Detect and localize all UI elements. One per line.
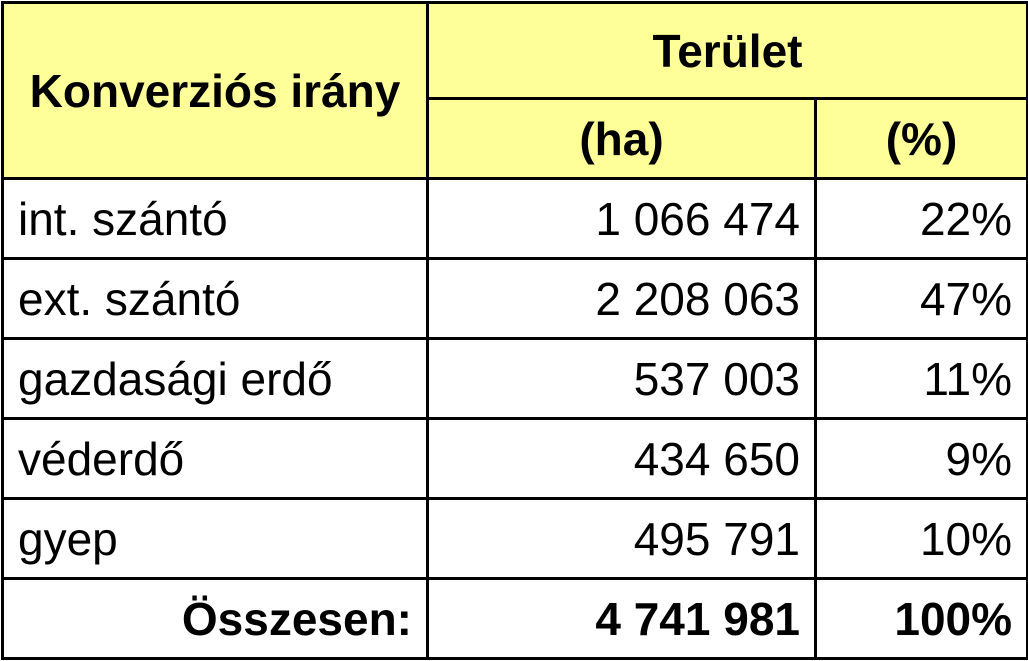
table-row: véderdő 434 650 9% [1, 417, 1028, 500]
header-cell: Konverziós irány [1, 1, 429, 180]
table-cell: 9% [813, 417, 1028, 500]
table-row: int. szántó 1 066 474 22% [1, 177, 1028, 260]
table-cell: 47% [813, 257, 1028, 340]
table-cell: gazdasági erdő [1, 337, 429, 420]
table-cell: 11% [813, 337, 1028, 420]
table-cell: 537 003 [426, 337, 817, 420]
table-cell: 1 066 474 [426, 177, 817, 260]
table-cell: 22% [813, 177, 1028, 260]
header-cell: (%) [813, 97, 1028, 180]
header-cell: (ha) [426, 97, 817, 180]
table-cell: 495 791 [426, 497, 817, 580]
table-cell: véderdő [1, 417, 429, 500]
table-cell: 2 208 063 [426, 257, 817, 340]
table-cell: 434 650 [426, 417, 817, 500]
table-cell: Összesen: [1, 577, 429, 660]
table-cell: 10% [813, 497, 1028, 580]
table-cell: 100% [813, 577, 1028, 660]
table-row: gazdasági erdő 537 003 11% [1, 337, 1028, 420]
table-row: gyep 495 791 10% [1, 497, 1028, 580]
table-cell: 4 741 981 [426, 577, 817, 660]
table-cell: int. szántó [1, 177, 429, 260]
table-body: int. szántó 1 066 474 22% ext. szántó 2 208 … [1, 177, 1028, 660]
header-cell: Terület [425, 1, 1028, 100]
total-row: Összesen: 4 741 981 100% [1, 577, 1028, 660]
table-cell: ext. szántó [1, 257, 429, 340]
table-cell: gyep [1, 497, 429, 580]
table-row: ext. szántó 2 208 063 47% [1, 257, 1028, 340]
